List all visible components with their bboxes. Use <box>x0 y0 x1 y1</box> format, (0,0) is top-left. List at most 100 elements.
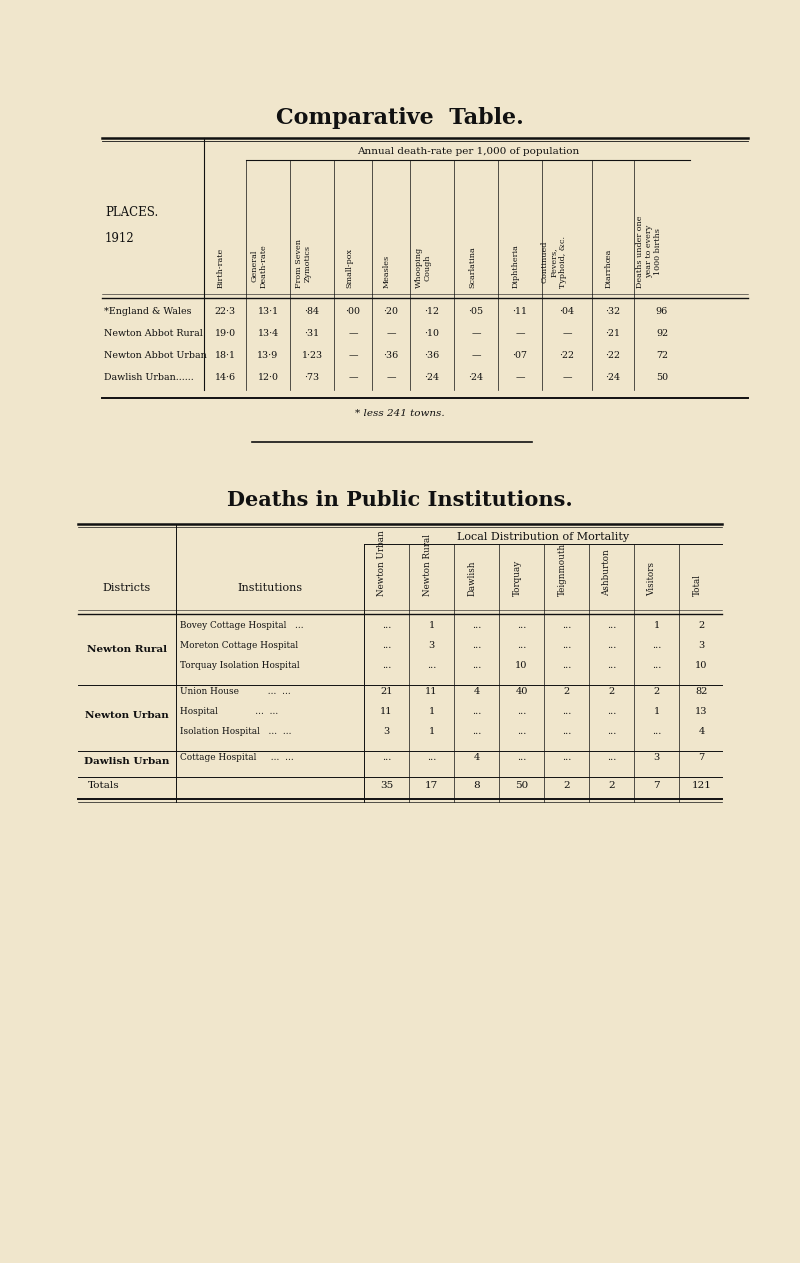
Text: Cottage Hospital     ...  ...: Cottage Hospital ... ... <box>180 754 294 763</box>
Text: Local Distribution of Mortality: Local Distribution of Mortality <box>457 532 629 542</box>
Text: General
Death-rate: General Death-rate <box>251 244 268 288</box>
Text: ...: ... <box>517 754 526 763</box>
Text: 22·3: 22·3 <box>214 307 235 317</box>
Text: ·36: ·36 <box>424 351 440 360</box>
Text: ...: ... <box>382 642 391 650</box>
Text: 3: 3 <box>654 754 660 763</box>
Text: ·24: ·24 <box>469 374 483 383</box>
Text: ...: ... <box>562 754 571 763</box>
Text: 2: 2 <box>608 782 615 791</box>
Text: Newton Abbot Rural: Newton Abbot Rural <box>104 330 203 338</box>
Text: ...: ... <box>562 707 571 716</box>
Text: Dawlish Urban: Dawlish Urban <box>84 757 170 765</box>
Text: ...: ... <box>652 727 661 736</box>
Text: ...: ... <box>517 707 526 716</box>
Text: 96: 96 <box>656 307 668 317</box>
Text: ...: ... <box>517 642 526 650</box>
Text: ...: ... <box>652 662 661 671</box>
Text: Torquay Isolation Hospital: Torquay Isolation Hospital <box>180 662 300 671</box>
Text: ...: ... <box>472 707 481 716</box>
Text: ·84: ·84 <box>305 307 319 317</box>
Text: ...: ... <box>607 727 616 736</box>
Text: 1: 1 <box>428 727 434 736</box>
Text: ·32: ·32 <box>606 307 621 317</box>
Text: 2: 2 <box>654 687 660 696</box>
Text: ...: ... <box>427 754 436 763</box>
Text: 2: 2 <box>608 687 614 696</box>
Text: 1912: 1912 <box>105 231 134 245</box>
Text: ...: ... <box>607 754 616 763</box>
Text: —: — <box>515 374 525 383</box>
Text: 35: 35 <box>380 782 393 791</box>
Text: ...: ... <box>427 662 436 671</box>
Text: Newton Urban: Newton Urban <box>85 711 169 720</box>
Text: —: — <box>515 330 525 338</box>
Text: 92: 92 <box>656 330 668 338</box>
Text: 1: 1 <box>654 621 660 630</box>
Text: 10: 10 <box>515 662 528 671</box>
Text: ...: ... <box>607 707 616 716</box>
Text: —: — <box>386 374 396 383</box>
Text: 13·1: 13·1 <box>258 307 278 317</box>
Text: —: — <box>471 351 481 360</box>
Text: ·20: ·20 <box>383 307 398 317</box>
Text: 11: 11 <box>380 707 393 716</box>
Text: 19·0: 19·0 <box>214 330 235 338</box>
Text: Moreton Cottage Hospital: Moreton Cottage Hospital <box>180 642 298 650</box>
Text: 1: 1 <box>428 621 434 630</box>
Text: —: — <box>348 330 358 338</box>
Text: Measles: Measles <box>383 255 391 288</box>
Text: 50: 50 <box>515 782 528 791</box>
Text: 4: 4 <box>474 754 480 763</box>
Text: 3: 3 <box>383 727 390 736</box>
Text: ...: ... <box>472 621 481 630</box>
Text: —: — <box>386 330 396 338</box>
Text: Diarrhœa: Diarrhœa <box>605 249 613 288</box>
Text: ...: ... <box>562 642 571 650</box>
Text: 13·9: 13·9 <box>258 351 278 360</box>
Text: Isolation Hospital   ...  ...: Isolation Hospital ... ... <box>180 727 291 736</box>
Text: —: — <box>348 351 358 360</box>
Text: 21: 21 <box>380 687 393 696</box>
Text: Newton Abbot Urban: Newton Abbot Urban <box>104 351 206 360</box>
Text: 40: 40 <box>515 687 528 696</box>
Text: Diphtheria: Diphtheria <box>512 244 520 288</box>
Text: ...: ... <box>562 727 571 736</box>
Text: Torquay: Torquay <box>513 560 522 596</box>
Text: 7: 7 <box>698 754 705 763</box>
Text: From Seven
Zymotics: From Seven Zymotics <box>294 239 312 288</box>
Text: 4: 4 <box>698 727 705 736</box>
Text: ·24: ·24 <box>425 374 439 383</box>
Text: 7: 7 <box>653 782 660 791</box>
Text: 18·1: 18·1 <box>214 351 235 360</box>
Text: ...: ... <box>472 662 481 671</box>
Text: Institutions: Institutions <box>238 584 302 594</box>
Text: ...: ... <box>562 662 571 671</box>
Text: Ashburton: Ashburton <box>602 549 611 596</box>
Text: * less 241 towns.: * less 241 towns. <box>355 408 445 418</box>
Text: ·22: ·22 <box>606 351 621 360</box>
Text: Union House          ...  ...: Union House ... ... <box>180 687 290 696</box>
Text: Deaths under one
year to every
1000 births: Deaths under one year to every 1000 birt… <box>636 216 662 288</box>
Text: 82: 82 <box>695 687 708 696</box>
Text: 17: 17 <box>425 782 438 791</box>
Text: ...: ... <box>472 727 481 736</box>
Text: Newton Rural: Newton Rural <box>422 534 431 596</box>
Text: ·21: ·21 <box>606 330 621 338</box>
Text: 10: 10 <box>695 662 708 671</box>
Text: Newton Urban: Newton Urban <box>378 530 386 596</box>
Text: ...: ... <box>652 642 661 650</box>
Text: 2: 2 <box>698 621 705 630</box>
Text: Annual death-rate per 1,000 of population: Annual death-rate per 1,000 of populatio… <box>357 148 579 157</box>
Text: —: — <box>562 330 572 338</box>
Text: ...: ... <box>517 621 526 630</box>
Text: —: — <box>562 374 572 383</box>
Text: ·11: ·11 <box>513 307 527 317</box>
Text: ·24: ·24 <box>606 374 621 383</box>
Text: —: — <box>471 330 481 338</box>
Text: Small-pox: Small-pox <box>345 248 353 288</box>
Text: ·10: ·10 <box>425 330 439 338</box>
Text: Birth-rate: Birth-rate <box>217 248 225 288</box>
Text: ·31: ·31 <box>305 330 319 338</box>
Text: 72: 72 <box>656 351 668 360</box>
